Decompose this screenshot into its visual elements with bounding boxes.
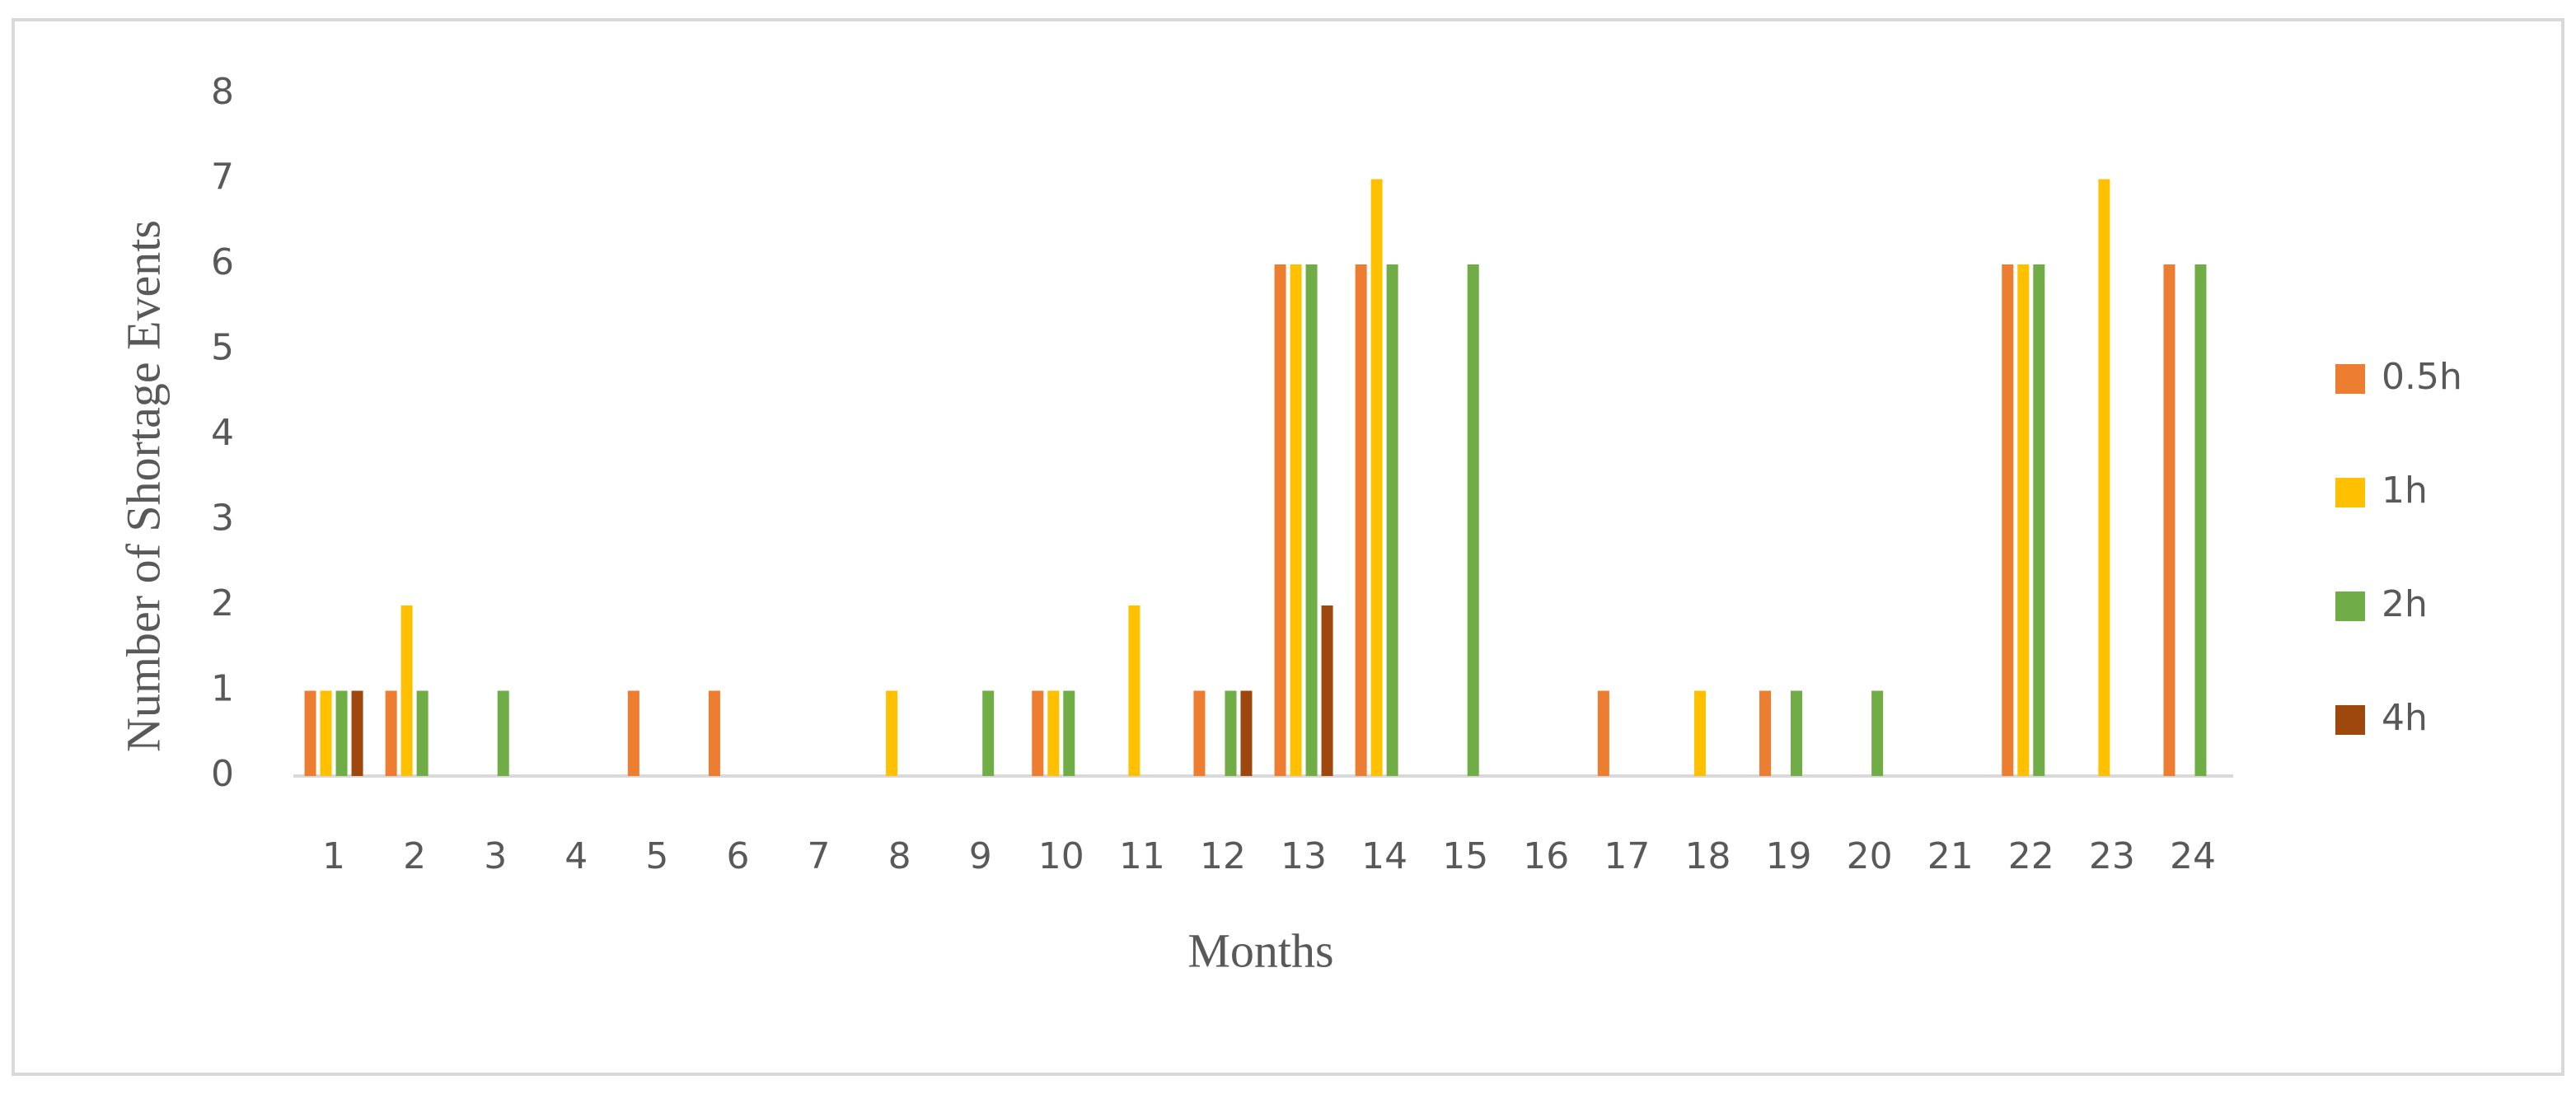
- bar: [2033, 264, 2045, 776]
- x-tick-label: 12: [1200, 835, 1246, 877]
- x-tick-label: 1: [322, 835, 345, 877]
- x-tick-label: 5: [645, 835, 668, 877]
- legend-swatch: [2335, 591, 2365, 621]
- x-tick-label: 14: [1361, 835, 1407, 877]
- bar: [335, 690, 348, 776]
- bar: [1693, 690, 1706, 776]
- x-tick-label: 23: [2089, 835, 2135, 877]
- x-tick-label: 7: [808, 835, 831, 877]
- bar: [400, 605, 413, 776]
- chart-frame: [12, 18, 2564, 1076]
- legend-swatch: [2335, 364, 2365, 394]
- y-tick-label: 0: [211, 753, 234, 795]
- x-axis-title: Months: [1187, 923, 1333, 977]
- bar: [627, 690, 639, 776]
- bar: [1386, 264, 1398, 776]
- y-tick-label: 7: [211, 157, 234, 199]
- x-tick-label: 17: [1604, 835, 1650, 877]
- x-tick-label: 18: [1684, 835, 1731, 877]
- bar: [2163, 264, 2176, 776]
- bar: [1128, 605, 1140, 776]
- x-tick-label: 21: [1927, 835, 1974, 877]
- bar: [1467, 264, 1479, 776]
- legend-swatch: [2335, 705, 2365, 735]
- x-tick-label: 13: [1281, 835, 1327, 877]
- x-tick-label: 11: [1119, 835, 1165, 877]
- bar: [1759, 690, 1772, 776]
- legend-label: 1h: [2382, 470, 2428, 512]
- bar: [2194, 264, 2207, 776]
- bar: [1225, 690, 1237, 776]
- x-tick-label: 19: [1766, 835, 1812, 877]
- bar: [2002, 264, 2014, 776]
- bar: [982, 690, 995, 776]
- bar: [708, 690, 720, 776]
- x-tick-label: 4: [564, 835, 588, 877]
- bar: [1063, 690, 1075, 776]
- bar: [1370, 179, 1383, 776]
- x-tick-label: 3: [484, 835, 507, 877]
- bar: [1240, 690, 1253, 776]
- legend-label: 0.5h: [2382, 356, 2462, 398]
- bar: [2017, 264, 2030, 776]
- bar: [1321, 605, 1333, 776]
- bar: [1047, 690, 1060, 776]
- bar: [1355, 264, 1367, 776]
- legend-label: 4h: [2382, 697, 2428, 739]
- bar: [886, 690, 898, 776]
- legend-swatch: [2335, 478, 2365, 507]
- y-tick-label: 1: [211, 668, 234, 710]
- bar: [304, 690, 316, 776]
- bar: [1305, 264, 1318, 776]
- bar: [320, 690, 332, 776]
- x-tick-label: 20: [1847, 835, 1893, 877]
- bar: [1290, 264, 1302, 776]
- y-tick-label: 8: [211, 71, 234, 113]
- x-tick-label: 6: [726, 835, 749, 877]
- bar: [1274, 264, 1286, 776]
- x-tick-label: 2: [403, 835, 426, 877]
- y-tick-label: 6: [211, 241, 234, 283]
- bar: [497, 690, 509, 776]
- x-tick-label: 9: [969, 835, 992, 877]
- bar: [1871, 690, 1884, 776]
- x-tick-label: 8: [888, 835, 911, 877]
- x-tick-label: 22: [2008, 835, 2054, 877]
- y-tick-label: 4: [211, 412, 234, 454]
- x-tick-label: 10: [1038, 835, 1084, 877]
- y-axis-title: Number of Shortage Events: [116, 220, 170, 752]
- bar: [1791, 690, 1803, 776]
- bar: [1193, 690, 1206, 776]
- x-tick-label: 24: [2170, 835, 2216, 877]
- bar: [351, 690, 363, 776]
- bar: [416, 690, 429, 776]
- y-tick-label: 3: [211, 498, 234, 540]
- y-tick-label: 2: [211, 582, 234, 624]
- bar: [1597, 690, 1609, 776]
- legend-label: 2h: [2382, 583, 2428, 625]
- y-tick-label: 5: [211, 327, 234, 369]
- bar: [1032, 690, 1044, 776]
- bar: [2098, 179, 2110, 776]
- x-tick-label: 16: [1523, 835, 1569, 877]
- bar: [385, 690, 397, 776]
- x-tick-label: 15: [1442, 835, 1488, 877]
